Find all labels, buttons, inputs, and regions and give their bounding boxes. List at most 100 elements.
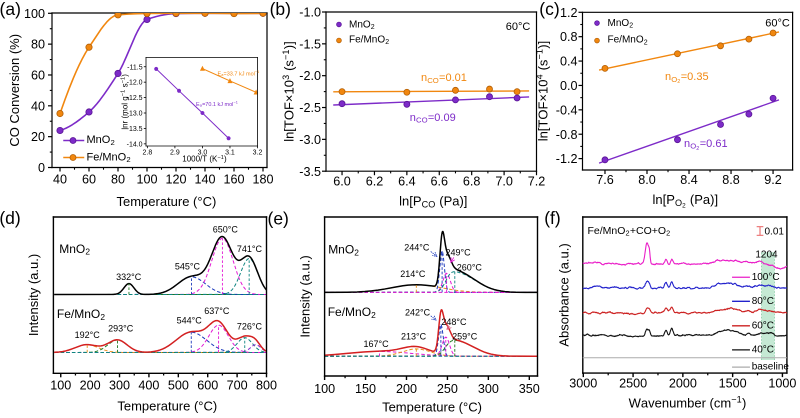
svg-text:192°C: 192°C	[75, 330, 101, 340]
svg-text:500: 500	[168, 378, 189, 392]
svg-text:100: 100	[24, 7, 45, 21]
svg-text:726°C: 726°C	[237, 322, 263, 332]
svg-text:-0.8: -0.8	[556, 128, 578, 142]
svg-text:F e / M: F e / M n O 2	[57, 305, 105, 322]
svg-text:7.2: 7.2	[528, 174, 546, 188]
svg-text:F e / M: F e / M n O 2	[328, 303, 376, 320]
svg-text:6.4: 6.4	[398, 174, 416, 188]
svg-text:-0.4: -0.4	[556, 103, 578, 117]
svg-text:600: 600	[197, 378, 218, 392]
svg-text:-12.0: -12.0	[127, 80, 143, 87]
svg-text:-13.0: -13.0	[127, 111, 143, 118]
svg-text:6.0: 6.0	[333, 174, 351, 188]
svg-text:0.8: 0.8	[560, 30, 578, 44]
svg-text:2500: 2500	[619, 377, 647, 391]
svg-text:CO Conversion (%): CO Conversion (%)	[7, 34, 22, 147]
svg-text:Absorbance (a.u.): Absorbance (a.u.)	[557, 243, 572, 346]
svg-text:-1.2: -1.2	[556, 152, 578, 166]
svg-text:6.2: 6.2	[366, 174, 384, 188]
svg-text:1 0 0 0 /: 1 0 0 0 / T ( K ) − 1	[182, 146, 231, 166]
svg-text:n = 0 .: n = 0 . 6 1 O 2	[684, 134, 732, 153]
svg-text:1500: 1500	[719, 377, 747, 391]
svg-text:213°C: 213°C	[401, 331, 427, 341]
svg-text:300: 300	[478, 382, 499, 396]
svg-text:160: 160	[223, 173, 244, 187]
svg-text:1000: 1000	[768, 377, 796, 391]
svg-text:100: 100	[50, 378, 71, 392]
svg-text:150: 150	[355, 382, 376, 396]
svg-text:180: 180	[252, 173, 273, 187]
svg-text:-2.0: -2.0	[299, 69, 321, 83]
svg-text:120: 120	[165, 173, 186, 187]
svg-text:-3.5: -3.5	[299, 165, 321, 179]
svg-text:l n [ T O: l n [ T O F × 1 0 ( s ) ] 3 − 1	[276, 37, 298, 142]
svg-text:(a): (a)	[0, 0, 21, 19]
svg-text:l n [ T O: l n [ T O F × 1 0 ( s ) ] 4 − 1	[530, 36, 552, 141]
svg-text:F e / M: F e / M n O 2	[349, 30, 390, 47]
svg-text:249°C: 249°C	[446, 248, 472, 258]
svg-text:Temperature (°C): Temperature (°C)	[116, 194, 216, 209]
svg-text:(f): (f)	[544, 208, 561, 228]
svg-text:6.8: 6.8	[463, 174, 481, 188]
svg-text:40: 40	[31, 99, 45, 113]
svg-text:80: 80	[31, 38, 45, 52]
svg-text:260°C: 260°C	[457, 263, 483, 273]
svg-text:3.1: 3.1	[225, 149, 235, 156]
svg-text:60°C: 60°C	[752, 320, 774, 331]
svg-text:(c): (c)	[539, 0, 559, 19]
svg-text:244°C: 244°C	[404, 243, 430, 253]
svg-text:3000: 3000	[569, 377, 597, 391]
svg-text:l n [ P: l n [ P ( P a ) ] O 2	[652, 191, 722, 210]
svg-text:M n O 2: M n O 2	[608, 13, 634, 30]
svg-text:E = 3 3: E = 3 3 . 7 k J m o l a − 1	[218, 60, 262, 80]
svg-text:(b): (b)	[270, 0, 291, 19]
svg-text:-3.0: -3.0	[299, 133, 321, 147]
svg-text:3.0: 3.0	[198, 149, 208, 156]
svg-text:(e): (e)	[268, 209, 289, 229]
svg-text:n = 0 .: n = 0 . 3 5 O 2	[665, 67, 713, 86]
svg-text:M n O 2: M n O 2	[59, 240, 90, 257]
svg-text:0: 0	[38, 161, 45, 175]
svg-text:(d): (d)	[0, 208, 21, 228]
svg-text:100°C: 100°C	[752, 272, 780, 283]
svg-text:l n [ P: l n [ P ( P a ) ] C O	[399, 192, 472, 211]
svg-text:Intensity (a.u.): Intensity (a.u.)	[298, 255, 313, 337]
svg-text:M n O 2: M n O 2	[87, 130, 115, 147]
svg-text:200: 200	[80, 378, 101, 392]
svg-text:700: 700	[227, 378, 248, 392]
svg-text:-11.5: -11.5	[127, 64, 143, 71]
svg-text:60°C: 60°C	[765, 18, 790, 30]
svg-text:741°C: 741°C	[237, 244, 263, 254]
svg-text:400: 400	[138, 378, 159, 392]
svg-text:E = 7 0: E = 7 0 . 1 k J m o l a − 1	[196, 91, 240, 111]
svg-text:F e / M: F e / M n O + C O + O 2 2	[587, 221, 670, 240]
svg-text:332°C: 332°C	[116, 272, 142, 282]
svg-text:-2.5: -2.5	[299, 101, 321, 115]
svg-text:40: 40	[53, 173, 67, 187]
svg-text:80°C: 80°C	[752, 296, 774, 307]
svg-text:20: 20	[31, 130, 45, 144]
svg-text:Intensity (a.u.): Intensity (a.u.)	[26, 254, 41, 336]
svg-text:baseline: baseline	[752, 362, 790, 373]
svg-text:n = 0 .: n = 0 . 0 1 C O	[421, 68, 471, 87]
svg-text:-1.0: -1.0	[299, 6, 321, 20]
svg-text:-12.5: -12.5	[127, 95, 143, 102]
svg-text:7.0: 7.0	[495, 174, 513, 188]
svg-text:2.8: 2.8	[143, 149, 153, 156]
svg-text:0.01: 0.01	[764, 226, 784, 237]
svg-text:l n r (: l n r ( m o l g s ) − 1 − 1	[112, 70, 132, 130]
svg-text:60: 60	[82, 173, 96, 187]
svg-text:60°C: 60°C	[506, 21, 531, 33]
svg-text:F e / M: F e / M n O 2	[608, 30, 649, 47]
svg-text:2000: 2000	[669, 377, 697, 391]
svg-text:100: 100	[136, 173, 157, 187]
svg-text:800: 800	[256, 378, 277, 392]
svg-text:0.0: 0.0	[560, 79, 578, 93]
svg-text:9.2: 9.2	[764, 173, 782, 187]
svg-text:0.4: 0.4	[560, 55, 578, 69]
svg-text:214°C: 214°C	[400, 269, 426, 279]
svg-text:M n O 2: M n O 2	[349, 14, 375, 31]
svg-text:200: 200	[396, 382, 417, 396]
svg-text:242°C: 242°C	[405, 307, 431, 317]
svg-text:W a v e n: W a v e n u m b e r ( c m ) − 1	[629, 390, 751, 412]
